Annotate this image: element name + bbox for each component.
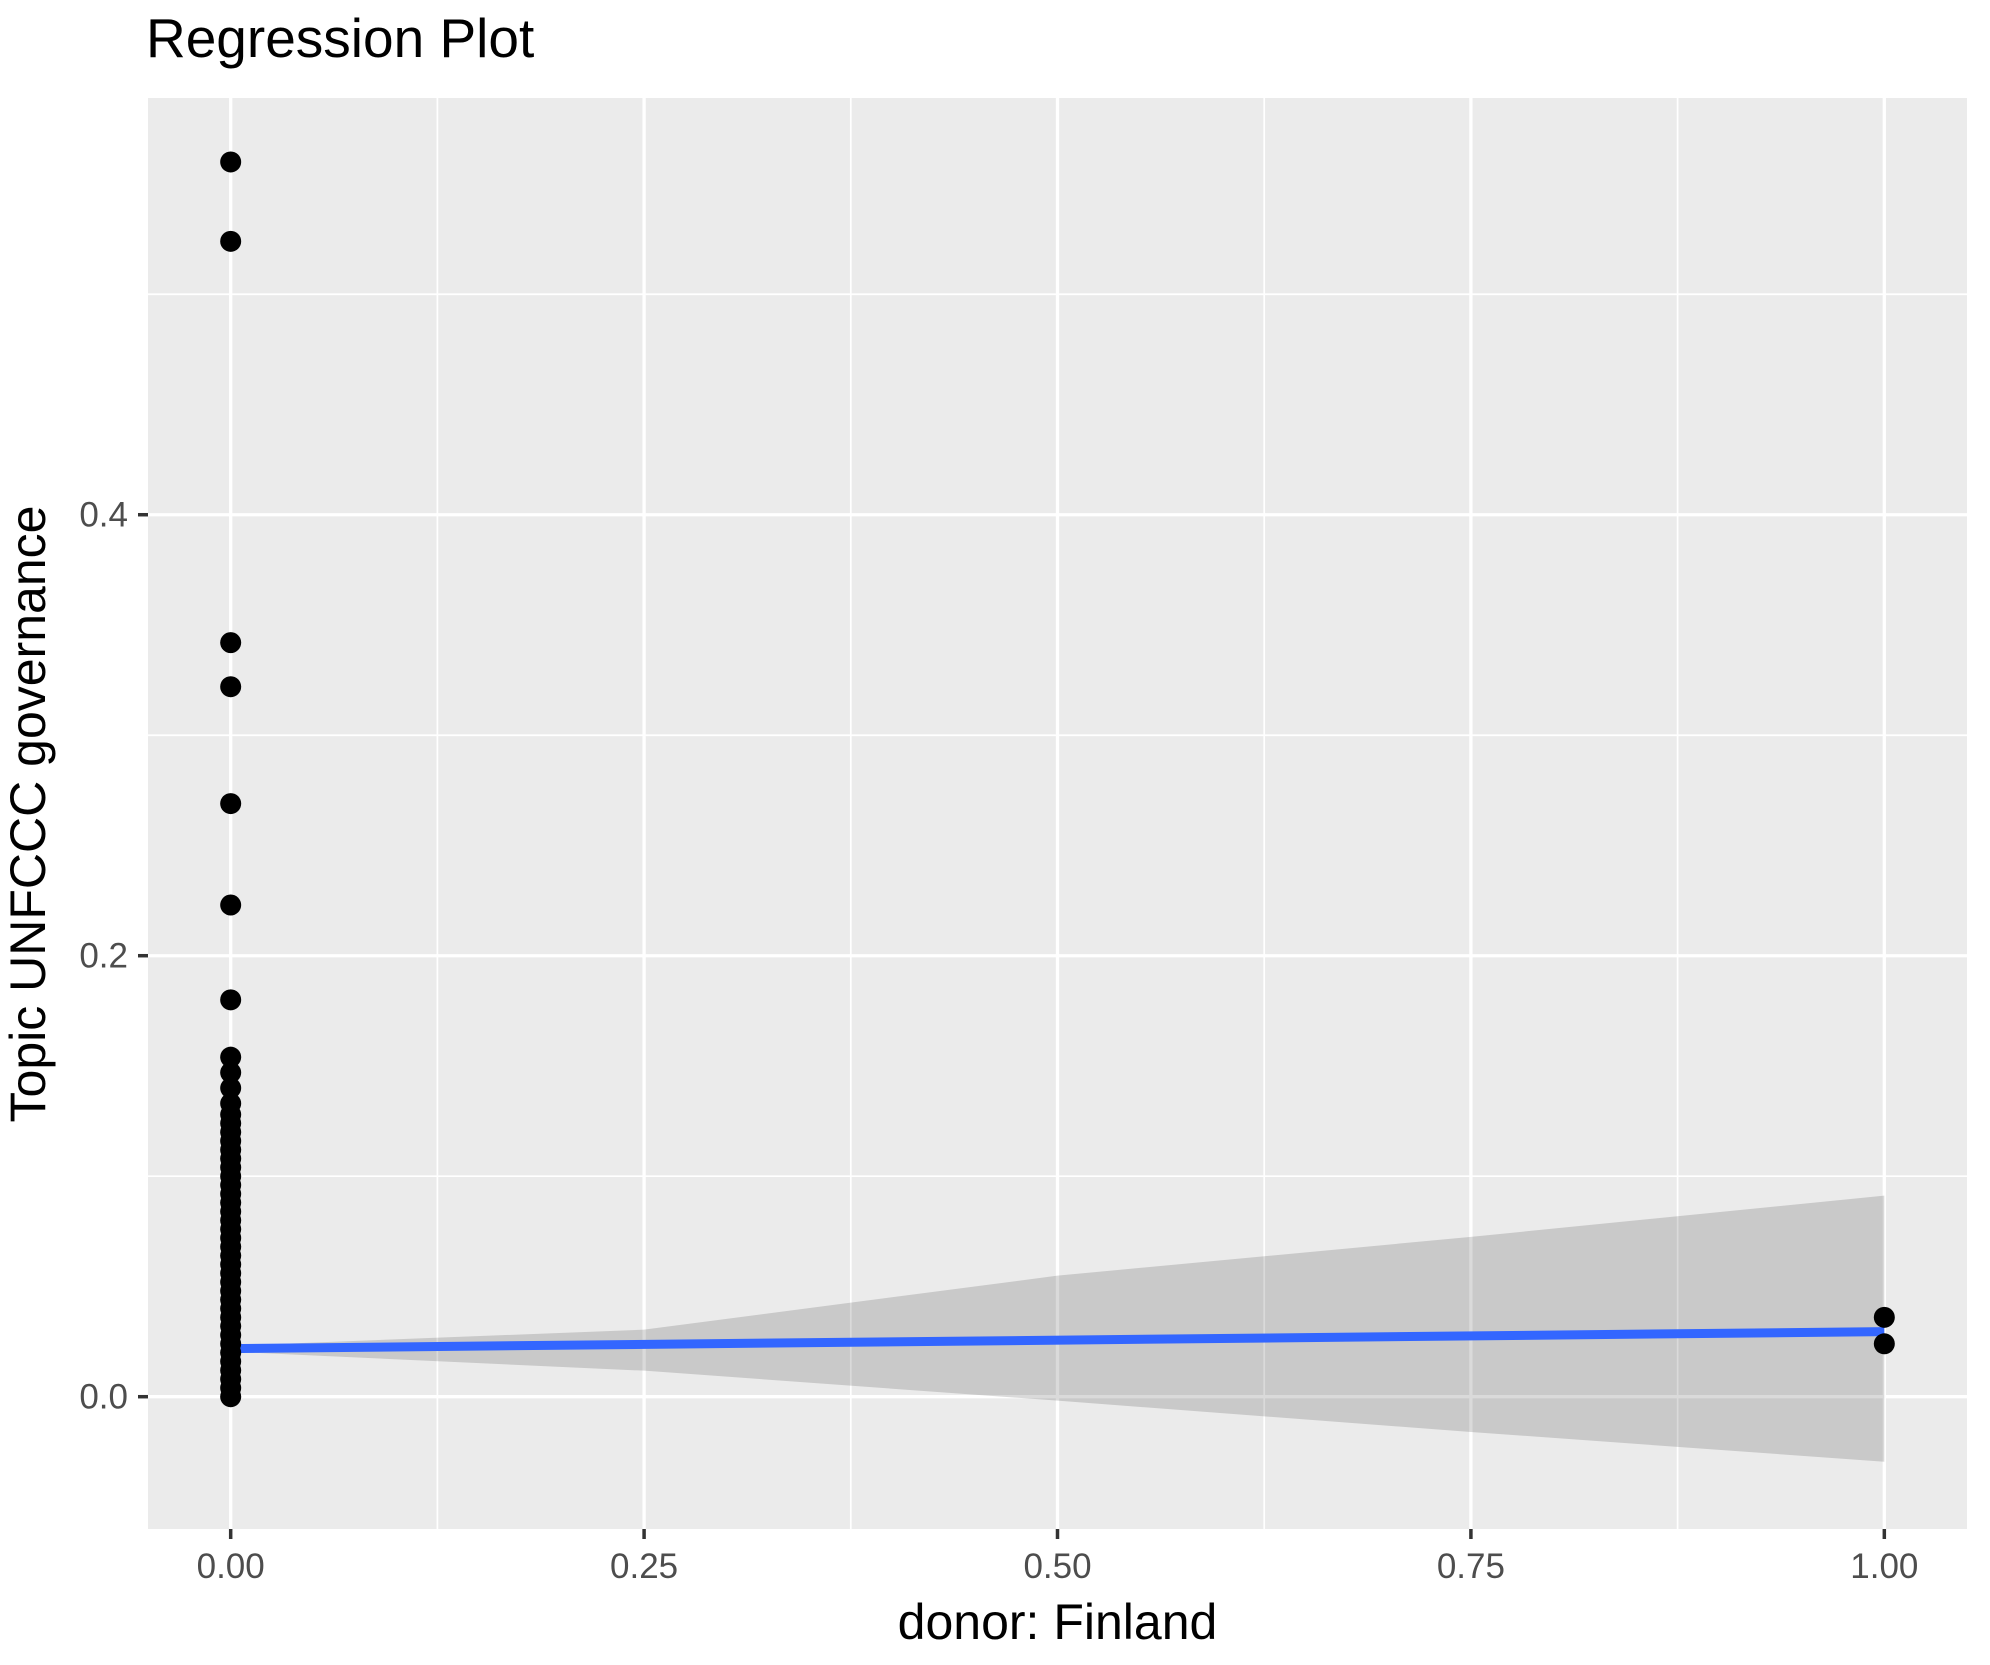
- plot-title: Regression Plot: [146, 7, 535, 69]
- y-tick-label: 0.2: [79, 937, 128, 976]
- data-point: [220, 894, 242, 916]
- regression-line: [230, 1327, 1885, 1354]
- data-point: [220, 1046, 242, 1068]
- data-point: [220, 1062, 242, 1084]
- data-point: [220, 1386, 242, 1408]
- data-point: [220, 230, 242, 252]
- x-tick-label: 0.25: [610, 1547, 678, 1586]
- data-point: [220, 793, 242, 815]
- x-tick-label: 0.75: [1437, 1547, 1505, 1586]
- x-tick-label: 0.00: [197, 1547, 265, 1586]
- data-point: [1873, 1306, 1895, 1328]
- data-point: [220, 989, 242, 1011]
- data-point: [220, 676, 242, 698]
- data-point: [1873, 1333, 1895, 1355]
- data-point: [220, 632, 242, 654]
- x-tick-label: 0.50: [1023, 1547, 1091, 1586]
- x-tick-label: 1.00: [1850, 1547, 1918, 1586]
- x-axis-title: donor: Finland: [897, 1594, 1218, 1650]
- y-axis-title: Topic UNFCCC governance: [0, 505, 56, 1123]
- y-tick-label: 0.4: [79, 496, 128, 535]
- y-tick-label: 0.0: [79, 1378, 128, 1417]
- confidence-band: [230, 1195, 1885, 1462]
- data-point: [220, 1077, 242, 1099]
- data-point: [220, 151, 242, 173]
